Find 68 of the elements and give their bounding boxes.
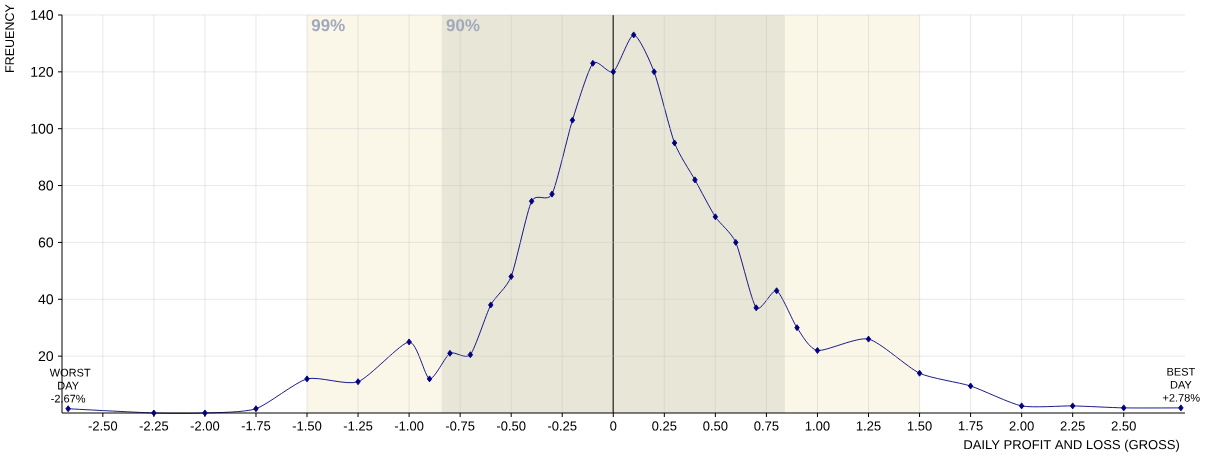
point — [1069, 402, 1076, 410]
x-tick-label: 0.25 — [652, 421, 677, 431]
x-tick-label: 1.00 — [805, 421, 830, 431]
x-tick-label: -0.25 — [548, 421, 577, 431]
x-tick-label: -1.25 — [343, 421, 373, 431]
point — [590, 59, 596, 67]
x-tick-label: 0 — [610, 421, 617, 431]
point — [967, 382, 974, 390]
point — [467, 351, 474, 359]
point — [733, 238, 739, 246]
x-tick-label: -1.50 — [292, 421, 322, 431]
point — [712, 213, 719, 221]
point — [304, 375, 310, 383]
point — [865, 335, 872, 343]
y-tick-label: 100 — [31, 123, 54, 134]
x-tick-label: -0.50 — [496, 421, 526, 431]
point — [447, 349, 453, 357]
x-tick-label: -1.75 — [241, 421, 271, 431]
y-tick-label: 120 — [31, 66, 54, 77]
point — [692, 176, 698, 184]
point — [202, 409, 208, 417]
annotation: BEST DAY +2.78% — [1163, 367, 1200, 402]
point — [355, 378, 361, 386]
point — [1178, 404, 1184, 412]
point — [814, 347, 821, 354]
y-tick-label: 40 — [38, 294, 54, 305]
x-tick-label: 0.75 — [754, 421, 779, 431]
x-tick-label: 2.25 — [1060, 421, 1085, 431]
point — [508, 273, 514, 280]
point — [406, 338, 412, 346]
x-tick-label: -0.75 — [445, 421, 475, 431]
x-axis-title: DAILY PROFIT AND LOSS (GROSS) — [964, 439, 1179, 452]
point — [253, 405, 259, 413]
point — [610, 68, 616, 76]
point — [794, 324, 800, 332]
x-tick-label: -2.25 — [139, 421, 169, 431]
x-tick-label: 2.50 — [1111, 421, 1136, 431]
point — [773, 287, 780, 295]
x-tick-label: 1.25 — [856, 421, 881, 431]
x-tick-label: -1.00 — [394, 421, 424, 431]
x-tick-label: -2.50 — [88, 421, 118, 431]
band-label: 99% — [311, 19, 345, 32]
point — [569, 116, 576, 124]
x-tick-label: 0.50 — [703, 421, 728, 431]
x-tick-label: -2.00 — [190, 421, 220, 431]
point — [631, 31, 637, 39]
annotation: WORST DAY -2.67% — [49, 368, 91, 403]
point — [528, 197, 535, 205]
point — [671, 139, 678, 147]
point — [151, 409, 157, 417]
band-label: 90% — [446, 19, 480, 32]
point — [549, 190, 555, 198]
x-tick-label: 1.75 — [958, 421, 983, 431]
x-tick-label: 1.50 — [907, 421, 932, 431]
y-tick-label: 20 — [38, 351, 54, 362]
point — [488, 301, 494, 309]
y-axis-title: FREUENCY — [5, 4, 15, 72]
point — [426, 375, 433, 383]
y-tick-label: 80 — [38, 180, 54, 191]
y-tick-label: 60 — [38, 237, 54, 248]
point — [1121, 404, 1127, 412]
y-tick-label: 140 — [31, 10, 54, 20]
point — [753, 304, 759, 312]
point — [1018, 402, 1025, 410]
point — [916, 369, 923, 377]
point — [65, 405, 71, 413]
point — [651, 68, 657, 76]
x-tick-label: 2.00 — [1009, 421, 1034, 431]
